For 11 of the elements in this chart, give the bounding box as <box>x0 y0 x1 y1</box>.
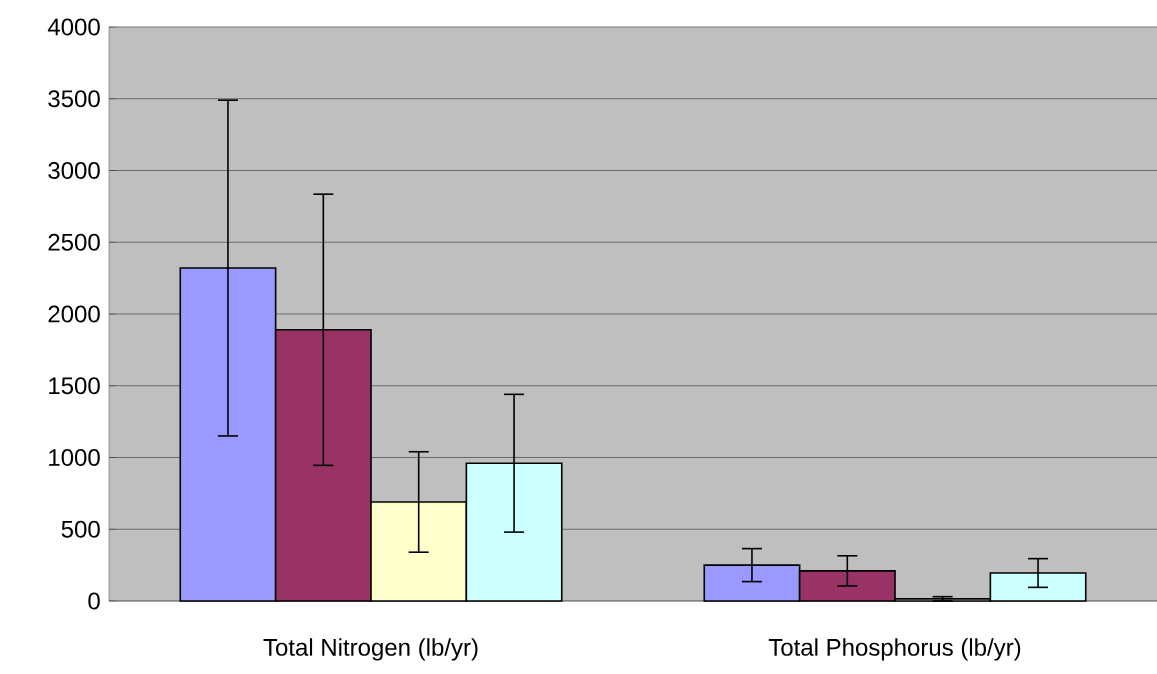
y-tick-label: 0 <box>88 592 100 610</box>
y-tick-label: 4000 <box>47 18 100 36</box>
y-tick-label: 3000 <box>48 161 100 179</box>
y-tick-label: 3500 <box>48 90 100 108</box>
y-tick-label: 1000 <box>49 448 100 466</box>
y-tick-label: 2500 <box>48 233 100 251</box>
y-tick-label: 500 <box>61 520 100 538</box>
y-tick-label: 1500 <box>49 377 100 395</box>
x-tick-label: Total Nitrogen (lb/yr) <box>263 638 478 661</box>
x-tick-label: Total Phosphorus (lb/yr) <box>768 638 1021 661</box>
y-tick-label: 2000 <box>48 305 100 323</box>
